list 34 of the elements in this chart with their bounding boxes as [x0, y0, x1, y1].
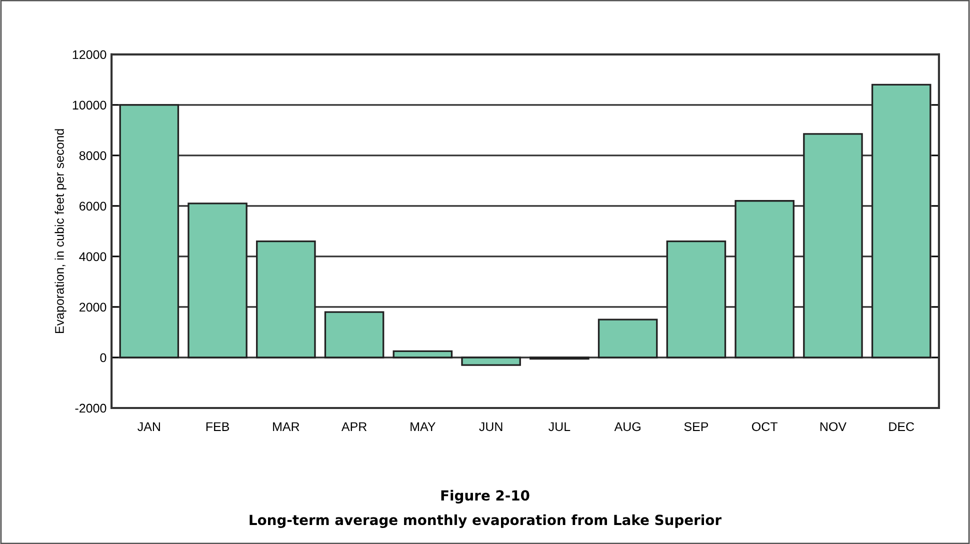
x-tick-label: DEC [889, 422, 914, 432]
y-tick-label: 4000 [79, 252, 106, 262]
x-tick-label: JAN [138, 422, 160, 432]
text: Long-term average monthly evaporation from Lake Superior [250, 514, 722, 528]
bar [666, 240, 726, 358]
bar [734, 200, 794, 358]
y-tick-label: 2000 [80, 302, 106, 312]
bar [598, 318, 658, 358]
text: Figure 2-10 [441, 490, 530, 504]
x-tick-label: FEB [206, 422, 230, 431]
x-tick-label: OCT [752, 422, 778, 432]
y-axis-title: Evaporation, in cubic feet per second [54, 129, 66, 334]
bar [392, 350, 453, 358]
bar [256, 240, 316, 358]
y-tick-label: 8000 [79, 151, 106, 160]
x-tick-label: JUN [479, 422, 502, 432]
x-tick-label: JUL [548, 422, 570, 432]
bar [871, 84, 932, 358]
y-tick-label: 12000 [72, 50, 106, 60]
bar [803, 133, 863, 358]
y-tick-label: -2000 [75, 404, 106, 413]
y-tick-label: 6000 [80, 202, 106, 211]
x-tick-label: MAY [410, 422, 436, 431]
y-tick-label: 0 [100, 353, 106, 362]
x-tick-label: SEP [684, 422, 708, 432]
x-tick-label: AUG [614, 422, 640, 432]
y-tick-label: 10000 [72, 100, 106, 110]
x-tick-label: APR [341, 422, 367, 431]
bar [188, 202, 248, 358]
x-tick-label: NOV [820, 422, 846, 432]
bar [461, 356, 521, 366]
bar [324, 311, 384, 358]
bar [119, 104, 180, 358]
x-tick-label: MAR [273, 422, 300, 431]
